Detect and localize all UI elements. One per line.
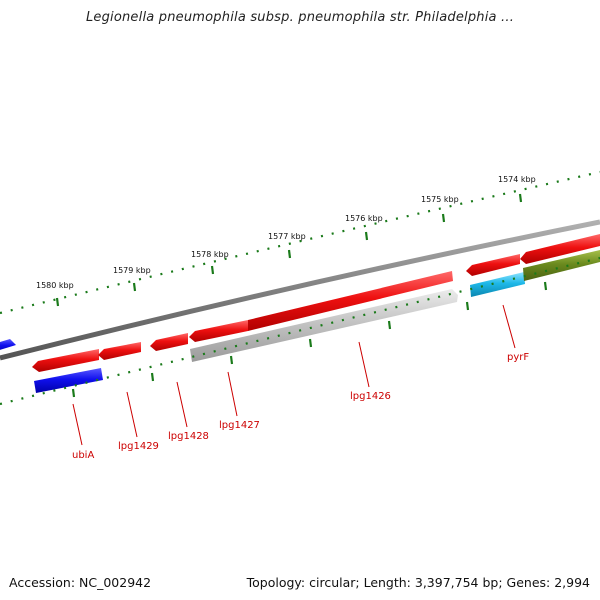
genome-backbone — [0, 219, 600, 361]
gene-label: lpg1426 — [350, 391, 391, 402]
gene-arrow[interactable] — [248, 271, 453, 331]
gene-arrow[interactable] — [0, 339, 16, 353]
gene-arrow[interactable] — [150, 333, 188, 351]
gene-arrow[interactable] — [190, 289, 458, 362]
reverse-strand-genes — [34, 250, 600, 393]
gene-arrow[interactable] — [520, 234, 600, 264]
gene-label: ubiA — [72, 450, 94, 461]
label-leaders — [72, 304, 516, 446]
gene-labels: ubiA lpg1429 lpg1428 lpg1427 lpg1426 pyr… — [72, 352, 529, 461]
gene-label: lpg1427 — [219, 420, 260, 431]
gene-label: lpg1429 — [118, 441, 159, 452]
gene-arrow[interactable] — [470, 272, 525, 297]
gene-arrow[interactable] — [34, 368, 103, 393]
gene-arrow[interactable] — [32, 349, 99, 372]
inner-major-ticks — [71, 281, 548, 398]
scale-label: 1575 kbp — [421, 195, 459, 204]
gene-label: pyrF — [507, 352, 529, 363]
gene-label: lpg1428 — [168, 431, 209, 442]
gene-arrow[interactable] — [466, 254, 520, 276]
accession-text: Accession: NC_002942 — [9, 575, 152, 590]
scale-label: 1579 kbp — [113, 266, 151, 275]
gene-arrow[interactable] — [98, 342, 141, 360]
map-title: Legionella pneumophila subsp. pneumophil… — [85, 10, 515, 25]
scale-label: 1576 kbp — [345, 214, 383, 223]
forward-strand-genes — [0, 234, 600, 372]
topology-text: Topology: circular; Length: 3,397,754 bp… — [246, 575, 590, 590]
scale-label: 1574 kbp — [498, 175, 536, 184]
gene-arrow[interactable] — [523, 250, 600, 281]
scale-label: 1580 kbp — [36, 281, 74, 290]
outer-scale-ring — [0, 170, 600, 315]
scale-label: 1577 kbp — [268, 232, 306, 241]
inner-scale-ring — [0, 256, 600, 406]
gene-arrow[interactable] — [189, 320, 248, 342]
scale-labels: 1580 kbp 1579 kbp 1578 kbp 1577 kbp 1576… — [36, 175, 536, 290]
scale-label: 1578 kbp — [191, 250, 229, 259]
outer-major-ticks — [55, 193, 523, 307]
